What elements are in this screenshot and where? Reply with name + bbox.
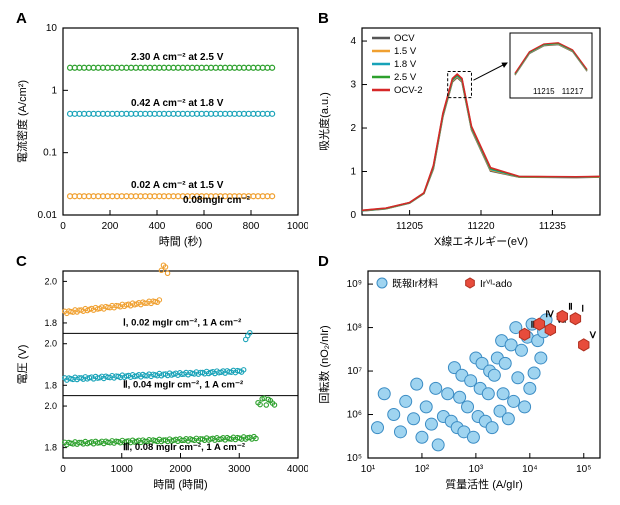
panel-d: D 10¹10²10³10⁴10⁵10⁵10⁶10⁷10⁸10⁹質量活性 (A/… bbox=[310, 253, 612, 496]
svg-text:1.8: 1.8 bbox=[44, 442, 57, 452]
svg-text:4000: 4000 bbox=[287, 464, 308, 475]
svg-text:10³: 10³ bbox=[469, 464, 484, 475]
svg-text:4: 4 bbox=[350, 36, 356, 47]
svg-text:吸光度(a.u.): 吸光度(a.u.) bbox=[317, 92, 331, 151]
svg-text:10⁷: 10⁷ bbox=[347, 366, 362, 377]
svg-text:1000: 1000 bbox=[111, 464, 134, 475]
svg-text:200: 200 bbox=[102, 221, 119, 232]
svg-text:11235: 11235 bbox=[539, 221, 567, 232]
svg-text:600: 600 bbox=[196, 221, 213, 232]
svg-text:10⁵: 10⁵ bbox=[347, 453, 362, 464]
panel-a: A 020040060080010000.010.1110時間 (秒)電流密度 … bbox=[8, 10, 310, 253]
svg-text:Ⅳ: Ⅳ bbox=[545, 309, 554, 319]
svg-text:OCV: OCV bbox=[394, 33, 415, 44]
svg-text:0.08mgIr cm⁻²: 0.08mgIr cm⁻² bbox=[183, 195, 251, 206]
svg-text:Irⱽᴵ-ado: Irⱽᴵ-ado bbox=[480, 279, 513, 290]
svg-text:0: 0 bbox=[350, 210, 356, 221]
svg-text:2.30 A cm⁻² at 2.5 V: 2.30 A cm⁻² at 2.5 V bbox=[131, 52, 224, 63]
svg-text:X線エネルギー(eV): X線エネルギー(eV) bbox=[434, 234, 528, 248]
svg-text:回転数 (nO₂/nIr): 回転数 (nO₂/nIr) bbox=[318, 325, 331, 403]
panel-c-chart: 0 1000 2000 3000 4000 時間 (時間) 電圧 (V) 2.0 1.8 Ⅰ, 0… bbox=[8, 253, 308, 495]
svg-text:Ⅰ, 0.02 mgIr cm⁻², 1 A cm⁻²: Ⅰ, 0.02 mgIr cm⁻², 1 A cm⁻² bbox=[123, 317, 241, 328]
svg-text:電圧 (V): 電圧 (V) bbox=[16, 344, 29, 384]
panel-b: B 11205112201123501234X線エネルギー(eV)吸光度(a.u… bbox=[310, 10, 612, 253]
svg-text:Ⅱ, 0.04 mgIr cm⁻², 1 A cm⁻²: Ⅱ, 0.04 mgIr cm⁻², 1 A cm⁻² bbox=[123, 379, 243, 390]
svg-text:時間 (秒): 時間 (秒) bbox=[159, 234, 202, 248]
svg-text:1.8: 1.8 bbox=[44, 317, 57, 327]
svg-text:11215: 11215 bbox=[533, 87, 555, 96]
svg-text:1: 1 bbox=[51, 85, 57, 96]
panel-d-chart: 10¹ 10² 10³ 10⁴ 10⁵ 10⁵ 10⁶ 10⁷ 10⁸ 10⁹ 質量活性 (A/gI… bbox=[310, 253, 610, 495]
svg-text:2.5 V: 2.5 V bbox=[394, 72, 417, 83]
svg-text:0.42 A cm⁻² at 1.8 V: 0.42 A cm⁻² at 1.8 V bbox=[131, 98, 224, 109]
svg-text:800: 800 bbox=[243, 221, 260, 232]
svg-text:2.0: 2.0 bbox=[44, 276, 57, 286]
svg-text:10⁸: 10⁸ bbox=[347, 322, 362, 333]
svg-text:0.02 A cm⁻² at 1.5 V: 0.02 A cm⁻² at 1.5 V bbox=[131, 180, 224, 191]
svg-text:1.5 V: 1.5 V bbox=[394, 46, 417, 57]
svg-text:質量活性 (A/gIr): 質量活性 (A/gIr) bbox=[445, 477, 523, 491]
svg-text:Ⅴ: Ⅴ bbox=[589, 329, 597, 339]
svg-text:0.1: 0.1 bbox=[43, 148, 57, 159]
svg-text:1.8 V: 1.8 V bbox=[394, 59, 417, 70]
svg-text:10⁶: 10⁶ bbox=[347, 409, 362, 420]
svg-text:0.01: 0.01 bbox=[38, 210, 58, 221]
svg-text:10: 10 bbox=[46, 23, 58, 34]
svg-text:11205: 11205 bbox=[396, 221, 424, 232]
svg-text:10²: 10² bbox=[415, 464, 430, 475]
panel-b-chart: 11205 11220 11235 0 1 2 3 4 X線エネルギー(eV) 吸光度(a.u.)… bbox=[310, 10, 610, 252]
svg-text:時間 (時間): 時間 (時間) bbox=[153, 478, 207, 491]
svg-text:2: 2 bbox=[350, 123, 356, 134]
svg-text:Ⅲ, 0.08 mgIr cm⁻², 1 A cm⁻²: Ⅲ, 0.08 mgIr cm⁻², 1 A cm⁻² bbox=[123, 442, 245, 453]
svg-text:2.0: 2.0 bbox=[44, 401, 57, 411]
svg-text:3: 3 bbox=[350, 80, 356, 91]
svg-text:1: 1 bbox=[350, 167, 356, 178]
svg-text:Ⅱ: Ⅱ bbox=[568, 301, 572, 311]
svg-text:電流密度 (A/cm²): 電流密度 (A/cm²) bbox=[15, 80, 29, 163]
svg-text:10⁵: 10⁵ bbox=[576, 464, 591, 475]
svg-text:1.8: 1.8 bbox=[44, 380, 57, 390]
svg-text:OCV-2: OCV-2 bbox=[394, 85, 423, 96]
svg-text:1000: 1000 bbox=[287, 221, 308, 232]
svg-text:10⁹: 10⁹ bbox=[347, 279, 362, 290]
svg-text:Ⅰ: Ⅰ bbox=[581, 303, 584, 313]
svg-text:0: 0 bbox=[60, 464, 66, 475]
svg-text:10⁴: 10⁴ bbox=[522, 464, 537, 475]
svg-text:11220: 11220 bbox=[467, 221, 495, 232]
svg-text:3000: 3000 bbox=[228, 464, 251, 475]
svg-text:11217: 11217 bbox=[562, 87, 584, 96]
svg-text:0: 0 bbox=[60, 221, 66, 232]
svg-text:2.0: 2.0 bbox=[44, 338, 57, 348]
svg-text:10¹: 10¹ bbox=[361, 464, 376, 475]
svg-text:既報Ir材料: 既報Ir材料 bbox=[392, 277, 438, 290]
svg-text:2000: 2000 bbox=[169, 464, 192, 475]
svg-text:400: 400 bbox=[149, 221, 166, 232]
panel-c: C 01000200030004000時間 (時間)電圧 (V)2.01.8Ⅰ,… bbox=[8, 253, 310, 496]
panel-a-chart: 0 200 400 600 800 1000 0.01 0.1 1 10 時間 (秒) 電流密度 (A… bbox=[8, 10, 308, 252]
